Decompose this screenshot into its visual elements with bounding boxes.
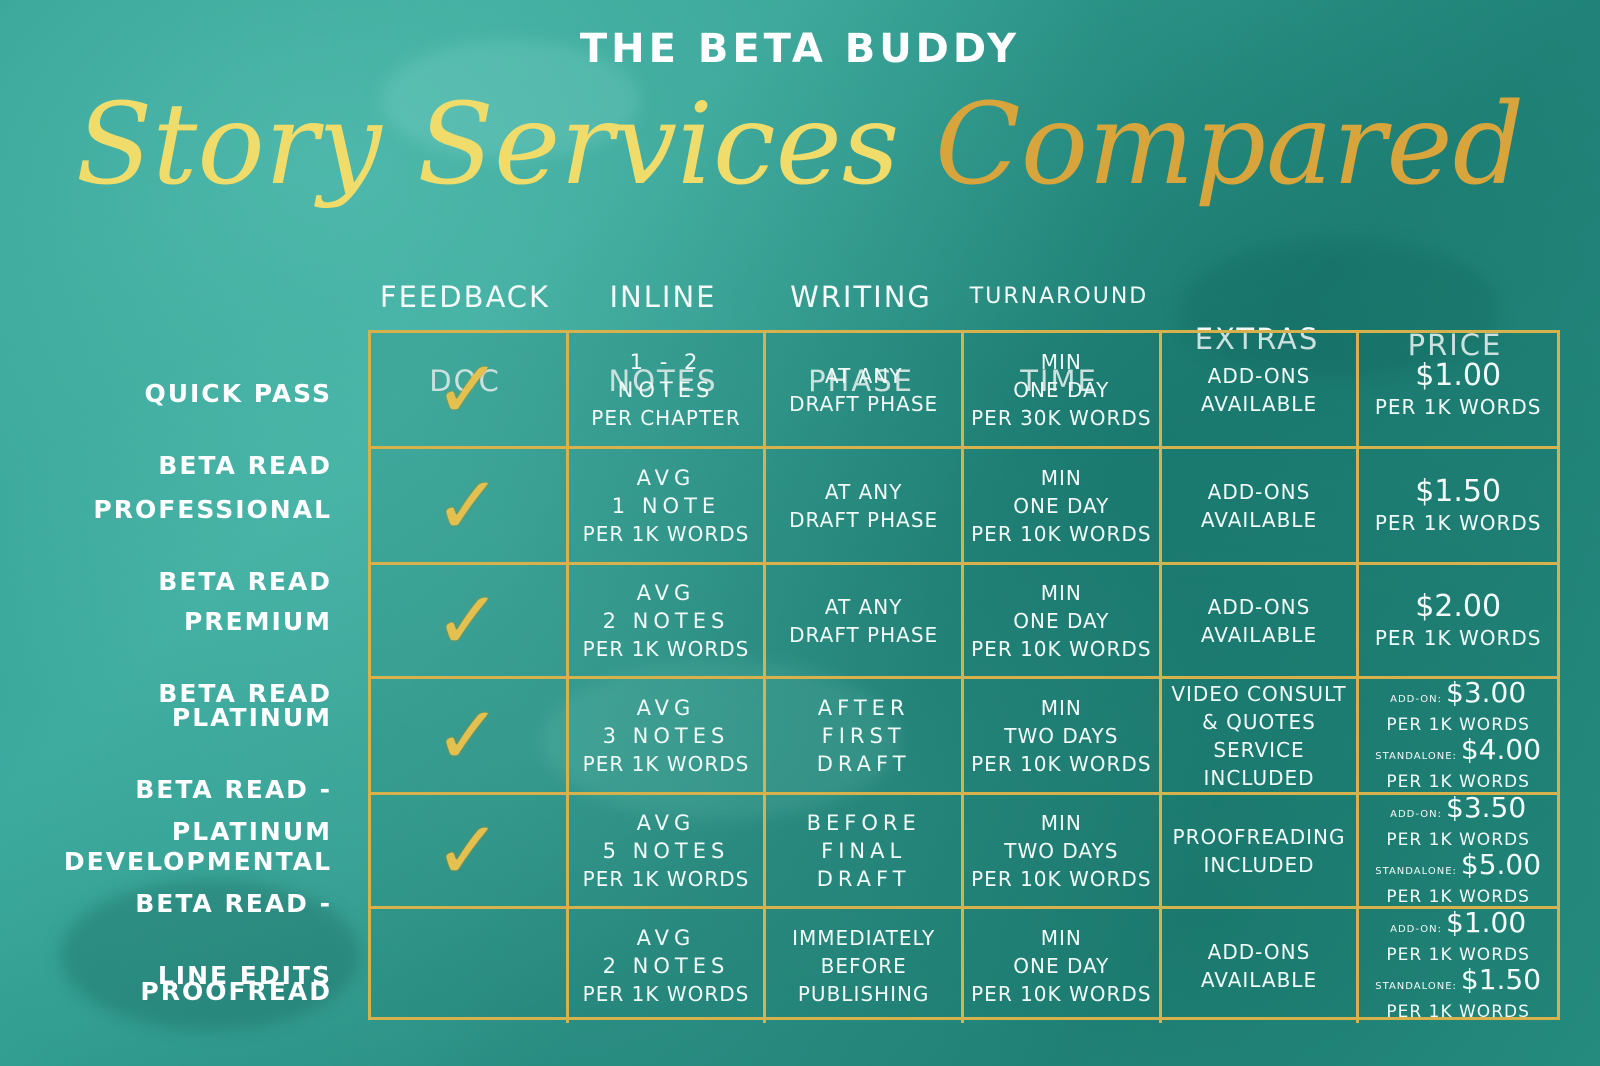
row-label-professional: PROFESSIONAL BETA READ (93, 495, 332, 596)
extras-cell: ADD-ONS AVAILABLE (1162, 909, 1360, 1023)
column-header-writing-phase: WRITING PHASE (790, 280, 932, 398)
addon-price: ADD-ON: $3.50 (1390, 790, 1527, 824)
column-header-inline-notes: INLINE NOTES (608, 280, 718, 398)
inline-notes-cell: AVG 5 NOTES PER 1K WORDS (568, 795, 767, 909)
price-cell: $1.00 PER 1K WORDS (1359, 333, 1557, 449)
turnaround-time-cell: MIN ONE DAY PER 10K WORDS (964, 449, 1162, 565)
turnaround-time-cell: MIN TWO DAYS PER 10K WORDS (964, 795, 1162, 909)
feedback-doc-cell: ✓ (371, 333, 569, 449)
price-cell: ADD-ON: $3.00 PER 1K WORDS STANDALONE: $… (1359, 675, 1557, 795)
checkmark-icon: ✓ (434, 342, 503, 436)
checkmark-icon: ✓ (434, 688, 503, 782)
extras-cell: VIDEO CONSULT & QUOTES SERVICE INCLUDED (1161, 679, 1360, 795)
row-label-proofread: PROOFREAD (140, 977, 332, 1006)
addon-price: ADD-ON: $1.00 (1390, 906, 1527, 939)
title-part-1: Story Services (75, 80, 900, 210)
turnaround-time-cell: MIN ONE DAY PER 10K WORDS (964, 909, 1162, 1023)
checkmark-icon: ✓ (434, 573, 503, 667)
standalone-price: STANDALONE: $5.00 (1375, 847, 1542, 881)
row-label-quick-pass: QUICK PASS BETA READ (144, 379, 332, 480)
comparison-table: ✓ 1 - 2 NOTES PER CHAPTER AT ANY DRAFT P… (368, 330, 1560, 1023)
feedback-doc-cell: ✓ (371, 565, 569, 679)
writing-phase-cell: AT ANY DRAFT PHASE (766, 565, 964, 679)
inline-notes-cell: AVG 2 NOTES PER 1K WORDS (568, 565, 767, 679)
column-header-feedback-doc: FEEDBACK DOC (379, 280, 551, 398)
price-cell: ADD-ON: $3.50 PER 1K WORDS STANDALONE: $… (1359, 790, 1557, 909)
row-label-premium: PREMIUM BETA READ (158, 607, 332, 708)
column-header-extras: EXTRAS (1194, 322, 1320, 356)
title-part-2: Compared (935, 80, 1525, 210)
extras-cell: ADD-ONS AVAILABLE (1161, 333, 1360, 449)
turnaround-time-cell: MIN ONE DAY PER 30K WORDS (964, 333, 1162, 449)
inline-notes-cell: 1 - 2 NOTES PER CHAPTER (568, 333, 767, 449)
feedback-doc-cell: ✓ (371, 795, 569, 909)
page-title: Story Services Compared (0, 70, 1600, 220)
row-label-platinum-developmental: PLATINUM BETA READ - DEVELOPMENTAL (63, 703, 332, 876)
column-header-price: PRICE (1407, 328, 1503, 362)
turnaround-time-cell: MIN ONE DAY PER 10K WORDS (964, 565, 1162, 679)
price-cell: $2.00 PER 1K WORDS (1359, 565, 1557, 679)
extras-cell: PROOFREADING INCLUDED (1161, 795, 1360, 909)
writing-phase-cell: AFTER FIRST DRAFT (766, 679, 964, 795)
brand-name: THE BETA BUDDY (579, 26, 1021, 72)
price-cell: $1.50 PER 1K WORDS (1359, 449, 1557, 565)
standalone-price: STANDALONE: $4.00 (1375, 732, 1542, 766)
row-label-platinum-line-edits: PLATINUM BETA READ - LINE EDITS (135, 817, 332, 990)
extras-cell: ADD-ONS AVAILABLE (1161, 449, 1360, 565)
writing-phase-cell: AT ANY DRAFT PHASE (766, 333, 964, 449)
price-cell: ADD-ON: $1.00 PER 1K WORDS STANDALONE: $… (1375, 906, 1542, 1023)
feedback-doc-cell: ✓ (371, 679, 569, 795)
turnaround-time-cell: MIN TWO DAYS PER 10K WORDS (964, 679, 1162, 795)
checkmark-icon: ✓ (434, 458, 503, 552)
column-header-turnaround-time: TURNAROUND TIME (969, 284, 1149, 398)
writing-phase-cell: BEFORE FINAL DRAFT (766, 795, 964, 909)
inline-notes-cell: AVG 1 NOTE PER 1K WORDS (568, 449, 767, 565)
addon-price: ADD-ON: $3.00 (1390, 675, 1527, 709)
feedback-doc-cell (371, 909, 569, 1023)
inline-notes-cell: AVG 2 NOTES PER 1K WORDS (569, 909, 767, 1023)
checkmark-icon: ✓ (434, 803, 503, 897)
writing-phase-cell: IMMEDIATELY BEFORE PUBLISHING (766, 909, 964, 1023)
extras-cell: ADD-ONS AVAILABLE (1161, 565, 1360, 679)
feedback-doc-cell: ✓ (371, 449, 569, 565)
inline-notes-cell: AVG 3 NOTES PER 1K WORDS (568, 679, 767, 795)
standalone-price: STANDALONE: $1.50 (1375, 963, 1542, 996)
writing-phase-cell: AT ANY DRAFT PHASE (766, 449, 964, 565)
